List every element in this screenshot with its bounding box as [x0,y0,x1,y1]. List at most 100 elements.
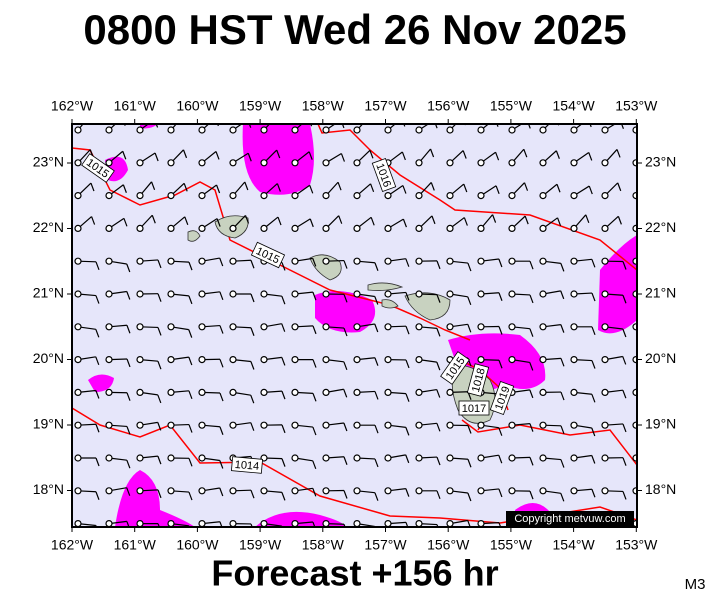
lat-label: 22°N [645,219,676,235]
wind-barb [260,183,281,200]
barb-station [260,520,268,527]
wind-barb [167,216,189,232]
barb-staff [635,260,637,262]
wind-barb [570,388,596,403]
barb-feather [95,424,100,433]
barb-station [322,356,330,364]
barb-feather [157,455,162,465]
barb-feather [219,487,224,497]
barb-feather [157,422,162,431]
barb-feather [95,457,100,467]
barb-feather [157,327,162,336]
barb-feather [219,392,224,402]
barb-station [601,487,609,495]
barb-feather [95,261,100,271]
wind-barb [105,290,131,300]
barb-station [136,388,144,396]
barb-station [539,224,547,232]
wind-barb [74,257,100,271]
barb-station [539,388,547,396]
barb-feather [498,292,503,301]
barb-feather [244,215,250,224]
barb-station [74,159,82,167]
wind-barb [198,151,220,167]
wind-barb [167,257,193,271]
wind-barb [446,454,472,468]
barb-feather [622,356,627,365]
wind-barb [198,487,224,497]
wind-barb [167,290,193,305]
wind-barb [570,290,596,302]
wind-barb [384,257,410,267]
wind-barb [415,323,441,337]
barb-station [136,356,144,364]
barb-feather [312,258,317,267]
barb-station [539,454,547,462]
wind-barb [167,421,193,433]
barb-feather [341,124,345,129]
barb-feather [277,216,282,226]
barb-feather [467,459,472,468]
wind-barb [446,421,472,434]
wind-barb [446,323,472,333]
barb-feather [216,218,221,227]
lat-label: 22°N [33,219,64,235]
wind-barb [105,487,131,496]
wind-barb [353,421,379,434]
barb-station [229,159,237,167]
isobar-label-box [250,241,286,269]
barb-feather [436,389,441,398]
barb-feather [219,426,224,435]
barb-feather [188,295,193,305]
wind-barb [477,323,503,335]
barb-station [384,421,392,429]
wind-barb [477,151,500,167]
wind-barb [508,290,534,304]
barb-feather [560,324,565,333]
barb-feather [95,356,100,365]
barb-station [570,356,578,364]
wind-barb [570,356,596,369]
barb-feather [312,291,317,301]
barb-feather [188,329,193,338]
barb-station [291,323,299,331]
wind-barb [477,421,503,436]
lon-label: 153°W [615,98,658,114]
barb-feather [467,425,472,434]
wind-barb [539,487,565,502]
wind-barb [384,290,410,301]
barb-feather [188,261,193,271]
barb-feather [374,492,379,501]
barb-station [74,454,82,462]
lon-label: 154°W [553,537,596,553]
barb-station [353,487,361,495]
barb-station [136,126,144,134]
barb-feather [591,455,596,464]
barb-feather [405,359,410,369]
barb-station [415,126,423,134]
wind-barb [260,356,286,366]
barb-station [322,159,330,167]
wind-barb [105,150,127,167]
barb-station [384,454,392,462]
barb-station [446,454,454,462]
barb-feather [312,359,317,368]
barb-station [167,388,175,396]
lon-label: 162°W [51,537,94,553]
barb-station [136,454,144,462]
barb-station [229,257,237,265]
barb-feather [343,524,346,527]
lon-label: 160°W [176,537,219,553]
wind-barb [136,487,162,499]
wind-barb [198,421,224,435]
barb-station [198,356,206,364]
barb-station [384,487,392,495]
barb-feather [374,458,379,468]
barb-feather [524,215,529,225]
barb-station [477,159,485,167]
barb-feather [157,293,162,302]
wind-barb [136,214,156,232]
wind-barb [353,149,374,167]
